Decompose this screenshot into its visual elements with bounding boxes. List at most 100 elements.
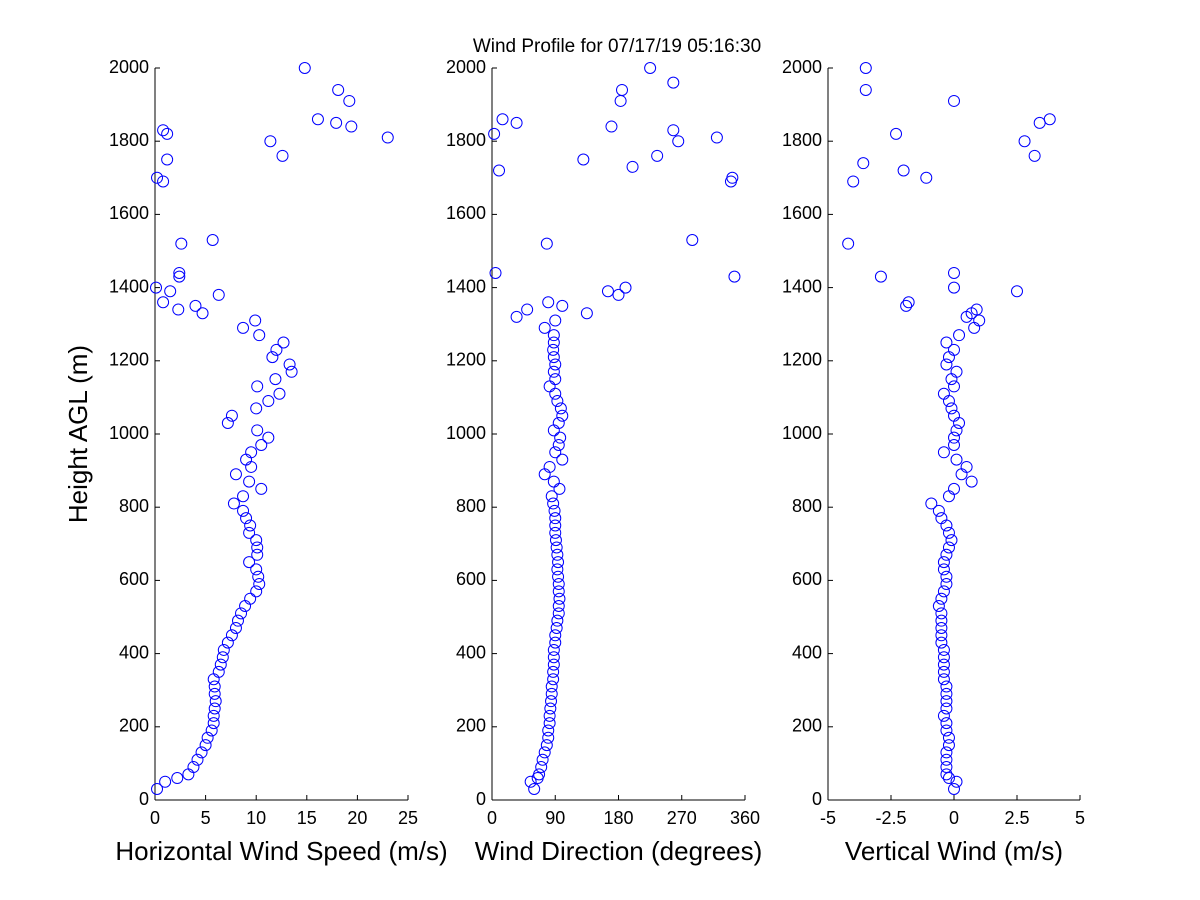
point <box>948 438 960 451</box>
point <box>189 299 202 312</box>
point <box>549 358 562 371</box>
point <box>208 687 221 700</box>
point <box>150 281 163 294</box>
x-tick-label: -2.5 <box>875 808 906 828</box>
point <box>940 680 953 693</box>
point <box>902 296 915 309</box>
point <box>547 651 560 664</box>
point <box>932 600 945 613</box>
point <box>237 490 250 503</box>
point <box>1018 135 1031 148</box>
point <box>542 724 555 737</box>
point <box>251 548 264 561</box>
point <box>553 592 566 605</box>
point <box>948 94 960 107</box>
point <box>493 164 506 177</box>
point <box>195 746 208 759</box>
x-axis-label: Horizontal Wind Speed (m/s) <box>115 836 447 866</box>
point <box>897 164 910 177</box>
point <box>948 266 960 279</box>
point <box>616 83 629 96</box>
y-tick-label: 1800 <box>782 130 822 150</box>
point <box>207 717 220 730</box>
point <box>245 446 258 459</box>
point <box>937 585 950 598</box>
point <box>1028 149 1041 162</box>
point <box>225 409 238 422</box>
x-tick-label: 270 <box>667 808 697 828</box>
x-axis-label: Vertical Wind (m/s) <box>845 836 1063 866</box>
y-tick-label: 1400 <box>782 276 822 296</box>
point <box>970 303 983 316</box>
y-tick-label: 600 <box>456 569 486 589</box>
point <box>196 307 209 320</box>
point <box>212 288 225 301</box>
x-tick-label: 0 <box>949 808 959 828</box>
point <box>935 636 948 649</box>
point <box>940 687 953 700</box>
point <box>935 607 948 620</box>
point <box>937 563 950 576</box>
y-tick-label: 1200 <box>782 350 822 370</box>
y-tick-label: 1600 <box>446 203 486 223</box>
point <box>549 534 562 547</box>
point <box>948 380 960 393</box>
point <box>950 453 963 466</box>
point <box>249 314 262 327</box>
y-tick-label: 1000 <box>782 423 822 443</box>
point <box>544 702 557 715</box>
point <box>540 739 553 752</box>
point <box>686 234 699 247</box>
point <box>626 160 639 173</box>
point <box>859 83 872 96</box>
point <box>171 772 184 785</box>
point <box>269 373 282 386</box>
point <box>945 402 958 415</box>
point <box>538 321 551 334</box>
point <box>950 365 963 378</box>
point <box>199 739 212 752</box>
x-axis-label: Wind Direction (degrees) <box>475 836 763 866</box>
y-tick-label: 1400 <box>446 276 486 296</box>
point <box>940 578 953 591</box>
point <box>547 336 560 349</box>
point <box>847 175 860 188</box>
point <box>842 237 855 250</box>
point <box>214 658 227 671</box>
point <box>940 548 953 561</box>
point <box>243 526 256 539</box>
point <box>221 636 234 649</box>
point <box>552 438 565 451</box>
point <box>244 519 257 532</box>
point <box>874 270 887 283</box>
point <box>580 307 593 320</box>
point <box>937 658 950 671</box>
x-tick-label: 20 <box>347 808 367 828</box>
point <box>311 113 324 126</box>
point <box>528 783 541 796</box>
point <box>173 270 186 283</box>
y-tick-label: 0 <box>812 789 822 809</box>
point <box>900 299 913 312</box>
point <box>920 171 933 184</box>
point <box>940 695 953 708</box>
point <box>540 237 553 250</box>
point <box>237 321 250 334</box>
point <box>489 266 502 279</box>
point <box>488 127 501 140</box>
x-tick-label: -5 <box>820 808 836 828</box>
point <box>535 761 548 774</box>
point <box>208 702 221 715</box>
y-tick-label: 400 <box>792 642 822 662</box>
point <box>221 417 234 430</box>
y-tick-label: 1000 <box>446 423 486 443</box>
point <box>209 695 222 708</box>
y-axis-label: Height AGL (m) <box>63 345 93 523</box>
point <box>250 585 263 598</box>
x-tick-label: 5 <box>201 808 211 828</box>
point <box>237 504 250 517</box>
point <box>948 482 960 495</box>
y-tick-label: 1000 <box>109 423 149 443</box>
